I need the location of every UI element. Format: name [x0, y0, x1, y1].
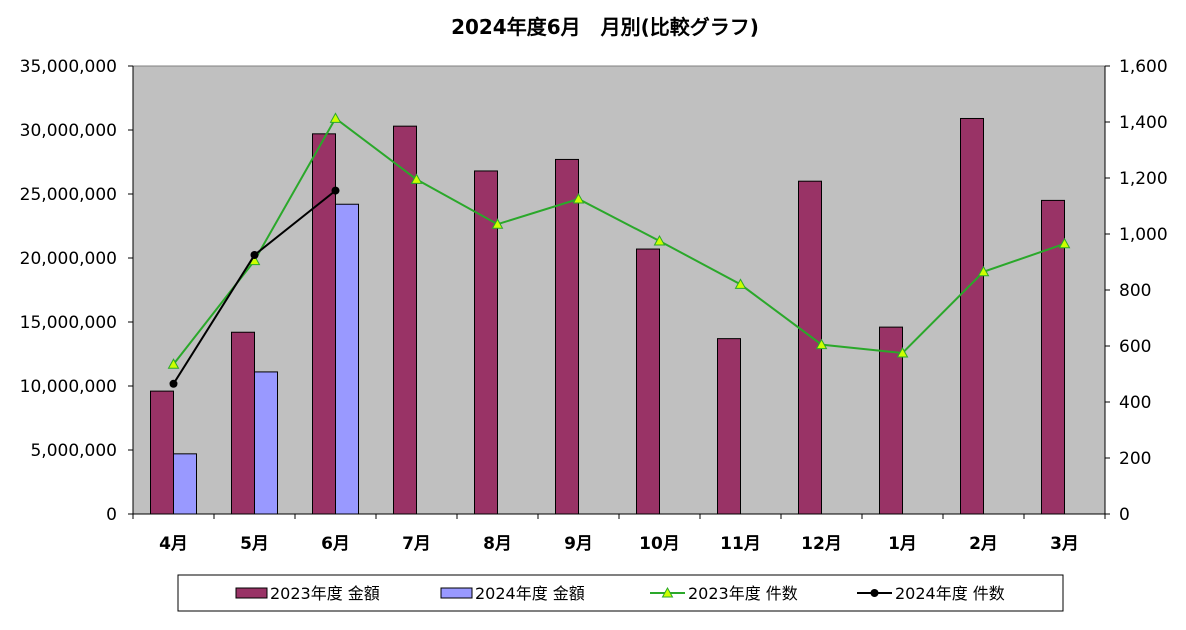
right-tick-label-4: 800 — [1119, 281, 1151, 301]
bar-2023-1 — [231, 331, 255, 515]
left-tick-label-4: 20,000,000 — [20, 249, 117, 269]
x-tick-label-0: 4月 — [159, 534, 188, 554]
point-count-2023-8 — [815, 338, 828, 350]
point-count-2023-2 — [329, 112, 342, 123]
bar-2023-6 — [636, 248, 660, 515]
left-tick-label-2: 10,000,000 — [20, 377, 117, 397]
bar-2024-0 — [173, 453, 197, 515]
left-tick-label-3: 15,000,000 — [20, 313, 117, 333]
legend-box — [177, 574, 1064, 612]
right-tick-label-2: 400 — [1119, 393, 1151, 413]
right-tick-label-8: 1,600 — [1119, 57, 1168, 77]
left-tick-label-5: 25,000,000 — [20, 185, 117, 205]
legend-label-3: 2024年度 件数 — [895, 584, 1005, 603]
left-tick-label-0: 0 — [106, 505, 117, 525]
legend: 2023年度 金額 2024年度 金額 2023年度 件数 2024年度 件数 — [177, 574, 1064, 612]
x-tick-label-5: 9月 — [564, 534, 593, 554]
legend-marker-2 — [661, 586, 674, 598]
point-count-2023-0 — [167, 358, 180, 369]
bar-2023-7 — [717, 338, 741, 515]
bar-2023-3 — [393, 125, 417, 515]
legend-swatch-0 — [235, 587, 268, 599]
point-count-2023-10 — [977, 265, 990, 277]
point-count-2023-5 — [572, 192, 585, 204]
bar-2023-0 — [150, 390, 174, 515]
point-count-2024-2 — [331, 186, 340, 195]
left-tick-label-1: 5,000,000 — [30, 441, 117, 461]
right-tick-label-7: 1,400 — [1119, 113, 1168, 133]
x-tick-label-8: 12月 — [801, 534, 842, 554]
bar-2024-1 — [254, 371, 278, 515]
point-count-2023-7 — [734, 278, 747, 289]
point-count-2023-6 — [653, 234, 666, 246]
x-tick-label-9: 1月 — [888, 534, 917, 554]
right-tick-label-3: 600 — [1119, 337, 1151, 357]
point-count-2023-11 — [1058, 237, 1071, 249]
x-tick-label-7: 11月 — [720, 534, 761, 554]
plot-area — [132, 65, 1106, 515]
right-tick-label-6: 1,200 — [1119, 169, 1168, 189]
x-tick-label-4: 8月 — [483, 534, 512, 554]
x-tick-label-11: 3月 — [1050, 534, 1079, 554]
legend-label-2: 2023年度 件数 — [688, 584, 798, 603]
chart-title: 2024年度6月 月別(比較グラフ) — [451, 15, 759, 39]
legend-swatch-1 — [440, 587, 473, 599]
x-tick-label-1: 5月 — [240, 534, 269, 554]
point-count-2023-4 — [491, 218, 504, 229]
point-count-2024-1 — [250, 251, 259, 259]
right-tick-label-1: 200 — [1119, 449, 1151, 469]
bar-2023-5 — [555, 158, 579, 515]
x-tick-label-10: 2月 — [969, 534, 998, 554]
right-tick-label-0: 0 — [1119, 505, 1130, 525]
legend-marker-3 — [870, 589, 879, 597]
x-tick-label-6: 10月 — [639, 534, 680, 554]
x-tick-label-3: 7月 — [402, 534, 431, 554]
point-count-2023-9 — [896, 346, 909, 358]
left-tick-label-7: 35,000,000 — [20, 57, 117, 77]
point-count-2024-0 — [169, 379, 178, 388]
line-count-2023 — [172, 116, 1065, 365]
bar-2023-10 — [960, 117, 984, 515]
point-count-2023-3 — [410, 173, 423, 184]
legend-label-0: 2023年度 金額 — [270, 584, 380, 603]
right-tick-label-5: 1,000 — [1119, 225, 1168, 245]
x-tick-label-2: 6月 — [321, 534, 350, 554]
legend-label-1: 2024年度 金額 — [475, 584, 585, 603]
bar-2024-2 — [335, 203, 359, 515]
left-tick-label-6: 30,000,000 — [20, 121, 117, 141]
